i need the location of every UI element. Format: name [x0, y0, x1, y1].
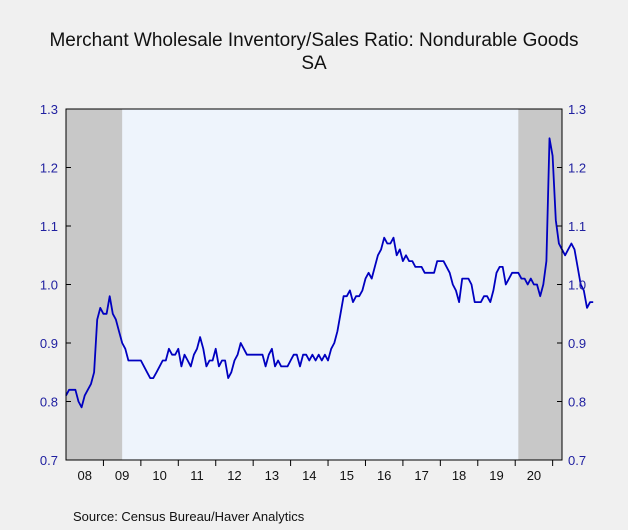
y-tick-label-right: 1.3 — [568, 102, 586, 117]
plot-area — [66, 109, 562, 460]
x-tick-label: 14 — [302, 468, 316, 483]
y-tick-label-right: 0.7 — [568, 453, 586, 468]
x-tick-label: 19 — [489, 468, 503, 483]
y-tick-label-left: 1.1 — [40, 219, 58, 234]
y-tick-label-right: 0.9 — [568, 336, 586, 351]
y-tick-label-right: 0.8 — [568, 395, 586, 410]
y-tick-label-left: 1.0 — [40, 278, 58, 293]
x-tick-label: 12 — [227, 468, 241, 483]
y-tick-label-right: 1.0 — [568, 278, 586, 293]
x-tick-label: 13 — [265, 468, 279, 483]
x-tick-label: 16 — [377, 468, 391, 483]
chart-title: Merchant Wholesale Inventory/Sales Ratio… — [49, 30, 579, 51]
y-tick-label-right: 1.2 — [568, 161, 586, 176]
x-tick-label: 10 — [152, 468, 166, 483]
x-tick-label: 09 — [115, 468, 129, 483]
x-tick-label: 20 — [527, 468, 541, 483]
series-line — [65, 137, 594, 409]
y-tick-label-left: 1.2 — [40, 161, 58, 176]
source-note: Source: Census Bureau/Haver Analytics — [73, 509, 305, 524]
recession-band — [66, 109, 123, 460]
recession-band — [518, 109, 562, 460]
x-tick-label: 17 — [414, 468, 428, 483]
y-tick-label-left: 0.8 — [40, 395, 58, 410]
chart-subtitle: SA — [301, 53, 327, 74]
y-tick-label-left: 0.7 — [40, 453, 58, 468]
x-tick-label: 18 — [452, 468, 466, 483]
y-tick-label-right: 1.1 — [568, 219, 586, 234]
y-tick-label-left: 1.3 — [40, 102, 58, 117]
x-tick-label: 08 — [77, 468, 91, 483]
x-tick-label: 15 — [340, 468, 354, 483]
y-tick-label-left: 0.9 — [40, 336, 58, 351]
x-tick-label: 11 — [190, 468, 204, 483]
